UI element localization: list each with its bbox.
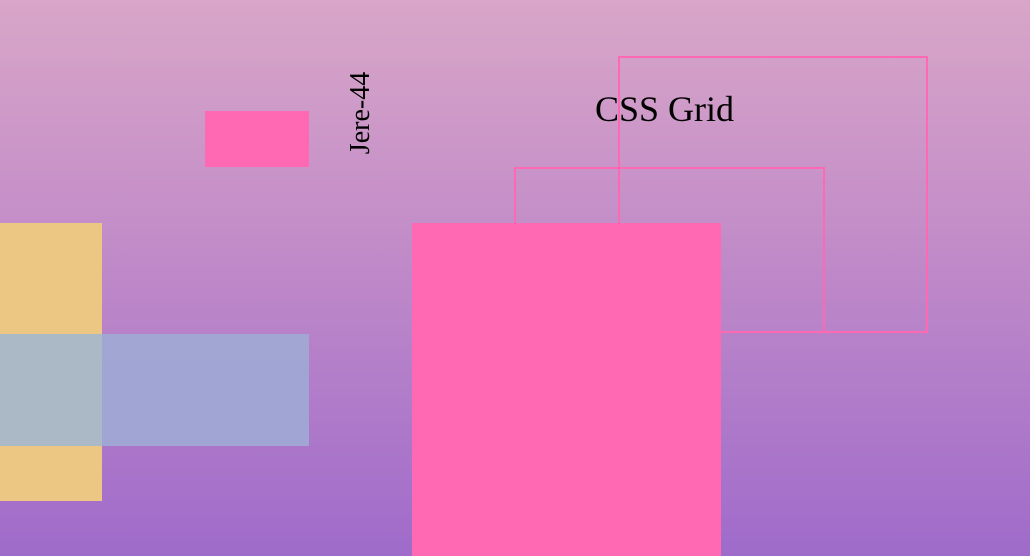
title-label: CSS Grid (595, 89, 735, 129)
pink-block-large (412, 223, 721, 556)
pink-block-small (205, 111, 309, 167)
vertical-label: Jere-44 (345, 71, 376, 155)
overlap-block (0, 334, 102, 446)
